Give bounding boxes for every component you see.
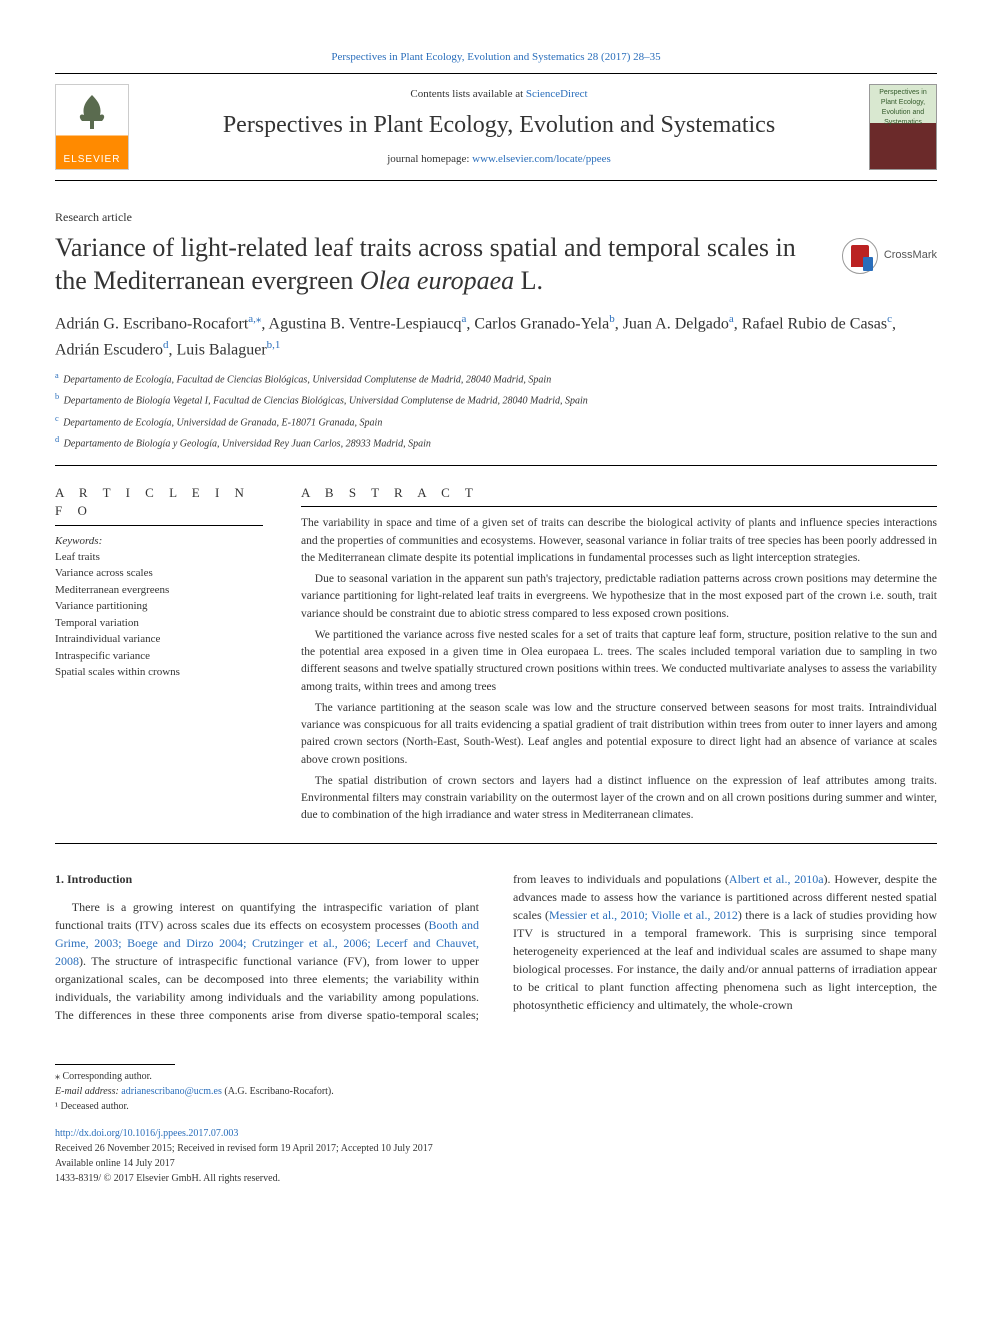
keyword: Variance across scales xyxy=(55,565,263,582)
journal-title: Perspectives in Plant Ecology, Evolution… xyxy=(143,109,855,143)
keyword: Intraspecific variance xyxy=(55,648,263,665)
keyword: Intraindividual variance xyxy=(55,631,263,648)
crossmark-badge[interactable]: CrossMark xyxy=(842,238,937,274)
abstract-heading: A B S T R A C T xyxy=(301,484,937,502)
affiliation: c Departamento de Ecología, Universidad … xyxy=(55,413,937,430)
body-columns: 1. Introduction There is a growing inter… xyxy=(55,870,937,1024)
sciencedirect-link[interactable]: ScienceDirect xyxy=(526,88,588,100)
keyword: Leaf traits xyxy=(55,549,263,566)
article-info-heading: A R T I C L E I N F O xyxy=(55,484,263,520)
corresponding-author-note: ⁎ Corresponding author. xyxy=(55,1069,937,1084)
doi-link[interactable]: http://dx.doi.org/10.1016/j.ppees.2017.0… xyxy=(55,1126,937,1141)
available-online: Available online 14 July 2017 xyxy=(55,1156,937,1171)
keyword: Mediterranean evergreens xyxy=(55,582,263,599)
deceased-note: ¹ Deceased author. xyxy=(55,1099,937,1114)
keyword: Spatial scales within crowns xyxy=(55,664,263,681)
divider xyxy=(55,465,937,466)
elsevier-wordmark: ELSEVIER xyxy=(56,151,128,169)
citation-link[interactable]: Albert et al., 2010a xyxy=(729,872,824,886)
running-header: Perspectives in Plant Ecology, Evolution… xyxy=(55,50,937,65)
abstract-paragraph: The variance partitioning at the season … xyxy=(301,700,937,769)
tree-icon xyxy=(72,91,112,131)
keywords-list: Leaf traitsVariance across scalesMediter… xyxy=(55,549,263,681)
email-line: E-mail address: adrianescribano@ucm.es (… xyxy=(55,1084,937,1099)
author-email-link[interactable]: adrianescribano@ucm.es xyxy=(121,1086,222,1097)
journal-homepage: journal homepage: www.elsevier.com/locat… xyxy=(143,152,855,167)
authors-list: Adrián G. Escribano-Rocaforta,⁎, Agustin… xyxy=(55,311,937,362)
journal-cover-thumb: Perspectives in Plant Ecology, Evolution… xyxy=(869,84,937,170)
publication-info: http://dx.doi.org/10.1016/j.ppees.2017.0… xyxy=(55,1126,937,1186)
keyword: Temporal variation xyxy=(55,615,263,632)
affiliation: d Departamento de Biología y Geología, U… xyxy=(55,434,937,451)
running-header-link[interactable]: Perspectives in Plant Ecology, Evolution… xyxy=(331,51,584,63)
crossmark-label: CrossMark xyxy=(884,248,937,263)
abstract-paragraph: Due to seasonal variation in the apparen… xyxy=(301,571,937,623)
section-heading: 1. Introduction xyxy=(55,870,479,888)
article-title: Variance of light-related leaf traits ac… xyxy=(55,232,822,297)
abstract-paragraph: We partitioned the variance across five … xyxy=(301,627,937,696)
abstract-body: The variability in space and time of a g… xyxy=(301,515,937,824)
article-type: Research article xyxy=(55,209,937,226)
keyword: Variance partitioning xyxy=(55,598,263,615)
footnote-rule xyxy=(55,1064,175,1065)
abstract-paragraph: The spatial distribution of crown sector… xyxy=(301,773,937,825)
body-paragraph: There is a growing interest on quantifyi… xyxy=(55,870,937,1024)
affiliation: a Departamento de Ecología, Facultad de … xyxy=(55,370,937,387)
divider xyxy=(55,843,937,844)
footnotes: ⁎ Corresponding author. E-mail address: … xyxy=(55,1064,937,1114)
elsevier-logo: ELSEVIER xyxy=(55,84,129,170)
citation-link[interactable]: Messier et al., 2010; Violle et al., 201… xyxy=(549,908,738,922)
keywords-label: Keywords: xyxy=(55,534,263,549)
contents-line: Contents lists available at ScienceDirec… xyxy=(143,87,855,102)
divider xyxy=(301,506,937,507)
journal-header: ELSEVIER Contents lists available at Sci… xyxy=(55,73,937,181)
crossmark-icon xyxy=(842,238,878,274)
affiliation: b Departamento de Biología Vegetal I, Fa… xyxy=(55,391,937,408)
received-dates: Received 26 November 2015; Received in r… xyxy=(55,1141,937,1156)
homepage-link[interactable]: www.elsevier.com/locate/ppees xyxy=(472,153,611,165)
abstract-paragraph: The variability in space and time of a g… xyxy=(301,515,937,567)
issn-copyright: 1433-8319/ © 2017 Elsevier GmbH. All rig… xyxy=(55,1171,937,1186)
divider xyxy=(55,525,263,526)
citation-range: 28 (2017) 28–35 xyxy=(585,51,661,63)
